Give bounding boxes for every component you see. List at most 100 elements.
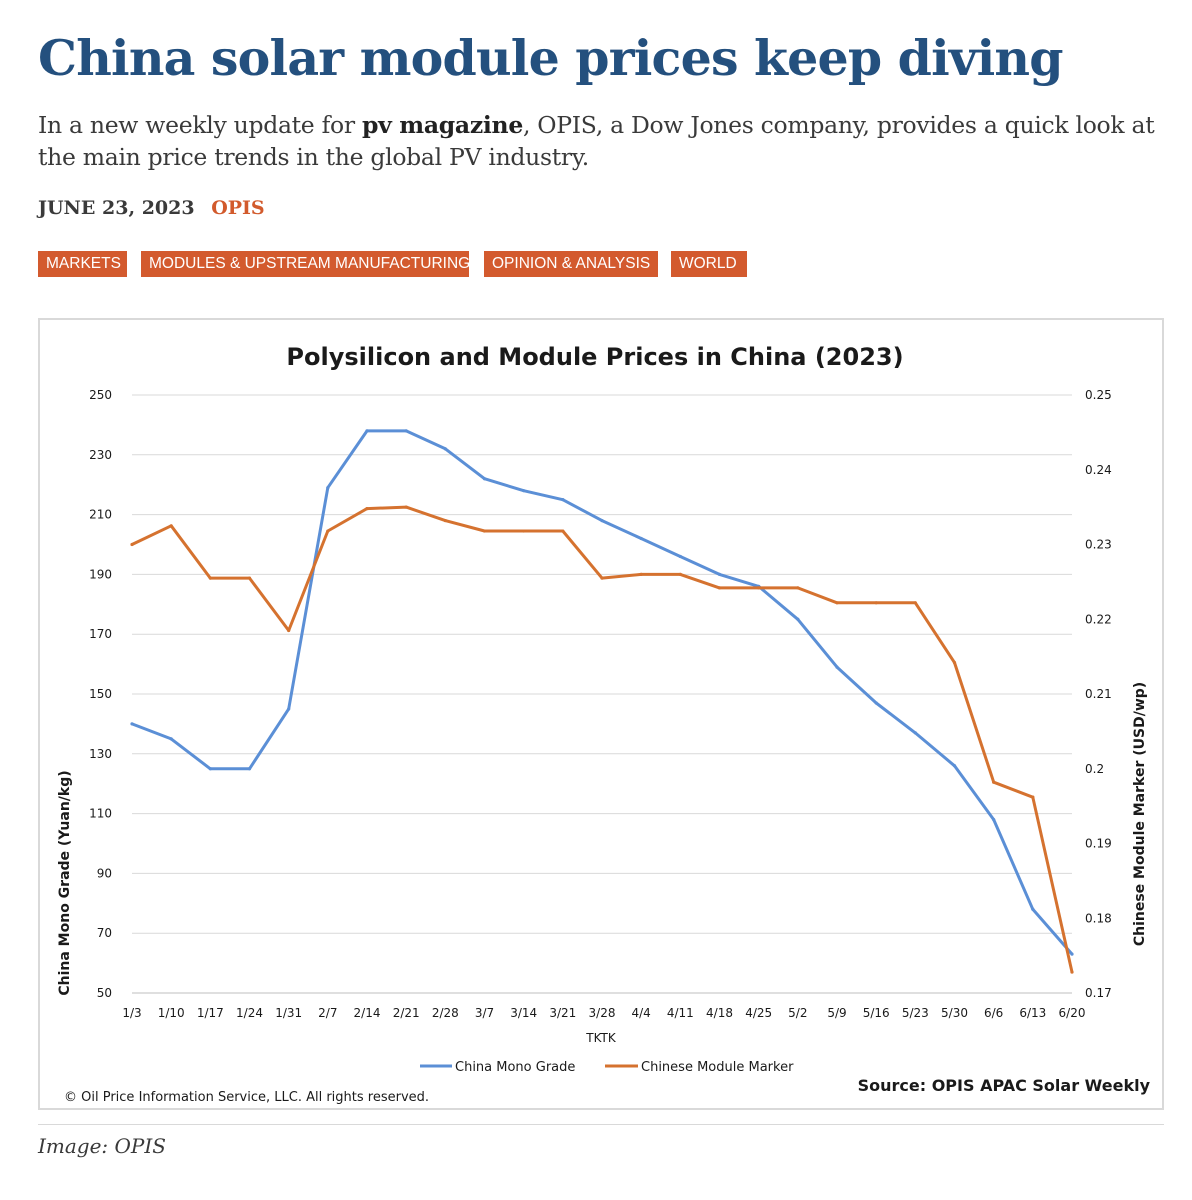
tag-opinion-analysis[interactable]: OPINION & ANALYSIS xyxy=(484,251,658,277)
x-tick-label: 5/30 xyxy=(941,1006,968,1020)
image-caption: Image: OPIS xyxy=(38,1134,166,1158)
data-point-chinese-module-marker xyxy=(404,505,408,509)
data-point-china-mono-grade xyxy=(796,617,800,621)
y-left-tick-label: 170 xyxy=(89,627,112,641)
y-right-tick-label: 0.25 xyxy=(1085,388,1112,402)
chart-figure: Polysilicon and Module Prices in China (… xyxy=(38,318,1164,1110)
data-point-chinese-module-marker xyxy=(757,586,761,590)
y-right-tick-label: 0.22 xyxy=(1085,612,1112,626)
data-point-china-mono-grade xyxy=(482,477,487,481)
x-tick-label: 1/31 xyxy=(275,1006,302,1020)
x-tick-label: 6/20 xyxy=(1059,1006,1086,1020)
publish-date: JUNE 23, 2023 xyxy=(38,197,195,219)
x-tick-label: 4/4 xyxy=(632,1006,651,1020)
data-point-chinese-module-marker xyxy=(717,586,722,590)
x-tick-label: 2/21 xyxy=(393,1006,420,1020)
x-tick-label: 2/14 xyxy=(354,1006,381,1020)
data-point-chinese-module-marker xyxy=(482,529,487,533)
legend-label-module: Chinese Module Marker xyxy=(641,1060,794,1075)
data-point-chinese-module-marker xyxy=(835,601,839,605)
data-point-china-mono-grade xyxy=(952,764,957,768)
data-point-chinese-module-marker xyxy=(443,518,447,523)
data-point-china-mono-grade xyxy=(639,536,643,541)
y-left-tick-label: 50 xyxy=(97,986,112,1000)
data-point-china-mono-grade xyxy=(522,489,526,493)
tag-markets[interactable]: MARKETS xyxy=(38,251,127,277)
data-point-chinese-module-marker xyxy=(678,572,682,576)
data-point-chinese-module-marker xyxy=(1070,970,1074,974)
data-point-china-mono-grade xyxy=(443,447,447,451)
chart-svg: Polysilicon and Module Prices in China (… xyxy=(57,343,1151,1105)
data-point-chinese-module-marker xyxy=(130,542,134,547)
x-tick-label: 6/6 xyxy=(984,1006,1003,1020)
data-point-china-mono-grade xyxy=(130,722,134,726)
series-line-china-mono-grade xyxy=(131,429,1074,956)
data-point-chinese-module-marker xyxy=(208,576,212,580)
data-point-chinese-module-marker xyxy=(639,572,643,576)
y-right-tick-label: 0.21 xyxy=(1085,687,1112,701)
y-left-tick-label: 210 xyxy=(89,508,112,522)
x-tick-label: 2/7 xyxy=(318,1006,337,1020)
x-tick-label: 2/28 xyxy=(432,1006,459,1020)
data-point-chinese-module-marker xyxy=(287,628,291,633)
x-tick-label: 4/25 xyxy=(745,1006,772,1020)
y-left-tick-label: 190 xyxy=(89,567,112,581)
data-point-china-mono-grade xyxy=(365,429,369,433)
y-left-tick-label: 130 xyxy=(89,747,112,761)
y-left-tick-label: 90 xyxy=(97,866,112,880)
y-left-tick-label: 230 xyxy=(89,448,112,462)
x-tick-label: 4/18 xyxy=(706,1006,733,1020)
data-point-china-mono-grade xyxy=(169,737,173,741)
data-point-china-mono-grade xyxy=(600,518,604,523)
lede-suffix: , OPIS, a Dow Jones company, provides a … xyxy=(38,111,1155,171)
chart-title: Polysilicon and Module Prices in China (… xyxy=(286,343,903,371)
article-lede: In a new weekly update for pv magazine, … xyxy=(38,109,1168,173)
x-tick-label: 1/3 xyxy=(122,1006,141,1020)
y-axis-right-label: Chinese Module Marker (USD/wp) xyxy=(1132,682,1148,946)
data-point-china-mono-grade xyxy=(404,429,408,433)
chart-copyright: © Oil Price Information Service, LLC. Al… xyxy=(64,1090,429,1105)
y-left-tick-label: 150 xyxy=(89,687,112,701)
data-point-chinese-module-marker xyxy=(169,524,173,528)
x-tick-label: 1/10 xyxy=(158,1006,185,1020)
legend-label-mono: China Mono Grade xyxy=(455,1060,575,1075)
data-point-chinese-module-marker xyxy=(796,586,800,590)
data-point-china-mono-grade xyxy=(208,767,212,771)
lede-bold: pv magazine xyxy=(361,111,523,139)
data-point-china-mono-grade xyxy=(992,817,996,822)
data-point-china-mono-grade xyxy=(561,498,565,502)
data-point-chinese-module-marker xyxy=(952,661,957,665)
data-point-china-mono-grade xyxy=(835,665,839,669)
y-left-tick-label: 110 xyxy=(89,807,112,821)
data-point-china-mono-grade xyxy=(287,707,291,711)
x-axis-label: TKTK xyxy=(585,1031,617,1045)
data-point-china-mono-grade xyxy=(678,554,682,559)
lede-prefix: In a new weekly update for xyxy=(38,111,362,139)
data-point-china-mono-grade xyxy=(247,767,252,771)
data-point-chinese-module-marker xyxy=(913,601,917,605)
tag-modules-upstream[interactable]: MODULES & UPSTREAM MANUFACTURING xyxy=(141,251,470,277)
y-right-tick-label: 0.17 xyxy=(1085,986,1112,1000)
x-tick-label: 3/7 xyxy=(475,1006,494,1020)
x-tick-label: 3/28 xyxy=(589,1006,616,1020)
data-point-china-mono-grade xyxy=(874,701,878,705)
x-tick-label: 3/14 xyxy=(510,1006,537,1020)
data-point-chinese-module-marker xyxy=(874,601,878,605)
tag-world[interactable]: WORLD xyxy=(671,251,747,277)
x-tick-label: 1/17 xyxy=(197,1006,224,1020)
article-title: China solar module prices keep diving xyxy=(38,29,1063,87)
y-right-tick-label: 0.18 xyxy=(1085,911,1112,925)
data-point-china-mono-grade xyxy=(1031,907,1035,911)
article-meta: JUNE 23, 2023 OPIS xyxy=(38,197,265,219)
data-point-chinese-module-marker xyxy=(600,576,604,580)
data-point-china-mono-grade xyxy=(326,486,330,490)
chart-source: Source: OPIS APAC Solar Weekly xyxy=(858,1076,1151,1095)
data-point-chinese-module-marker xyxy=(247,576,252,580)
data-point-china-mono-grade xyxy=(1070,952,1074,956)
x-tick-label: 1/24 xyxy=(236,1006,263,1020)
data-point-chinese-module-marker xyxy=(561,529,565,533)
x-tick-label: 5/9 xyxy=(827,1006,846,1020)
data-point-chinese-module-marker xyxy=(1031,795,1035,799)
author-link[interactable]: OPIS xyxy=(211,197,265,219)
